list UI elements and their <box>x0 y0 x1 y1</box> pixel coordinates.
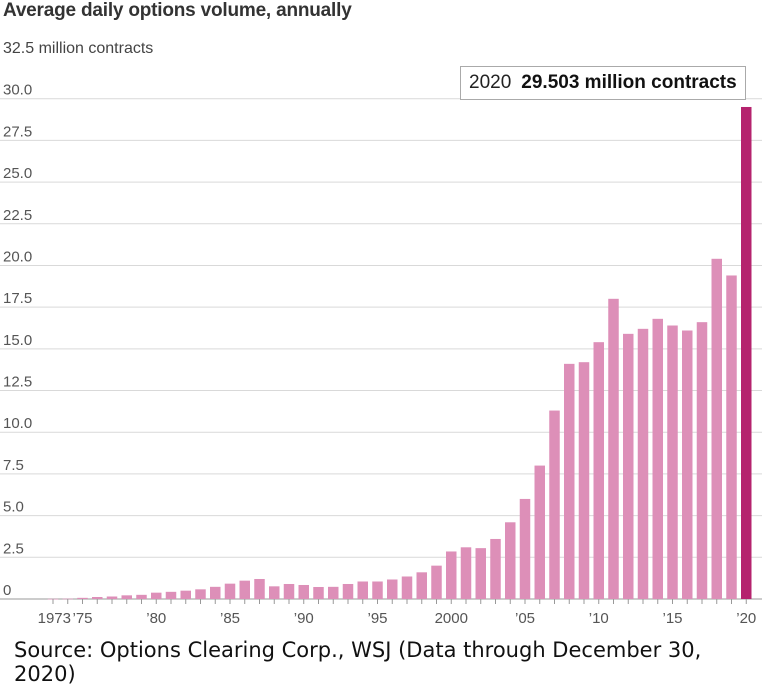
bar-2004 <box>505 522 516 599</box>
y-tick-label: 15.0 <box>3 332 32 349</box>
bar-1974 <box>62 598 73 600</box>
bar-2014 <box>652 318 663 599</box>
bar-1990 <box>298 584 309 599</box>
y-tick-label: 20.0 <box>3 248 32 265</box>
gridlines: 0 2.5 5.0 7.5 10.0 12.5 15.0 17.5 20.0 22.5 25.0 27… <box>0 82 762 600</box>
bar-2003 <box>490 538 501 599</box>
y-tick-label: 30.0 <box>3 82 32 99</box>
y-tick-label: 17.5 <box>3 290 32 307</box>
x-tick-label: ’10 <box>589 610 609 627</box>
y-tick-label: 25.0 <box>3 165 32 182</box>
bar-2006 <box>534 465 545 599</box>
x-tick-label: ’80 <box>146 610 166 627</box>
bar-1998 <box>416 572 427 599</box>
bar-1984 <box>210 586 221 599</box>
y-tick-label: 5.0 <box>3 499 24 516</box>
bar-2020 <box>741 106 752 599</box>
bar-1997 <box>401 576 413 599</box>
x-tick-label: ’75 <box>72 610 92 627</box>
y-tick-label: 0 <box>3 582 11 599</box>
bar-2013 <box>637 328 649 599</box>
bar-1976 <box>92 596 103 599</box>
y-tick-label: 7.5 <box>3 457 24 474</box>
bar-1986 <box>239 580 250 599</box>
bar-1991 <box>313 586 324 599</box>
bar-2007 <box>549 410 560 599</box>
bar-1987 <box>254 578 265 599</box>
x-tick-label: 2000 <box>435 610 468 627</box>
bar-1993 <box>342 583 354 599</box>
y-tick-label: 27.5 <box>3 123 32 140</box>
bar-1977 <box>106 596 118 599</box>
bars <box>47 106 752 600</box>
bar-2018 <box>711 258 722 599</box>
bar-2016 <box>682 330 693 599</box>
x-tick-label: ’90 <box>294 610 314 627</box>
y-tick-label: 2.5 <box>3 540 24 557</box>
bar-2015 <box>667 325 678 599</box>
callout-year: 2020 <box>469 72 512 93</box>
bar-2002 <box>475 548 486 599</box>
bar-2008 <box>564 363 575 599</box>
bar-1985 <box>224 583 236 599</box>
bar-1979 <box>136 594 147 599</box>
bar-1981 <box>165 591 177 599</box>
bar-2005 <box>519 498 531 599</box>
bar-2009 <box>578 362 590 599</box>
x-tick-label: ’20 <box>736 610 756 627</box>
x-tick-label: ’05 <box>515 610 535 627</box>
x-tick-label: ’85 <box>220 610 240 627</box>
bar-2001 <box>460 547 472 599</box>
bar-2019 <box>726 275 737 599</box>
y-tick-label: 12.5 <box>3 374 32 391</box>
bar-1975 <box>77 597 88 599</box>
bar-1999 <box>431 565 442 599</box>
bar-2010 <box>593 342 604 599</box>
callout-value: 29.503 million contracts <box>521 72 737 93</box>
x-axis: 1973’75 ’80 ’85 ’90 ’95 2000 ’05 ’10 ’15 ’20 <box>38 599 756 627</box>
bar-2017 <box>696 322 708 599</box>
bar-1989 <box>283 583 295 599</box>
y-tick-label: 10.0 <box>3 415 32 432</box>
bar-1992 <box>328 586 339 599</box>
bar-1978 <box>121 595 132 599</box>
bar-1988 <box>269 586 280 599</box>
highlight-callout: 2020 29.503 million contracts <box>460 66 746 100</box>
bar-2000 <box>446 551 457 599</box>
bar-2012 <box>623 333 634 599</box>
bar-1995 <box>372 581 383 599</box>
bar-chart: 0 2.5 5.0 7.5 10.0 12.5 15.0 17.5 20.0 22.5 25.0 27… <box>0 82 762 627</box>
bar-1982 <box>180 590 191 599</box>
bar-1983 <box>195 589 206 599</box>
x-tick-label: ’15 <box>662 610 682 627</box>
bar-2011 <box>608 298 619 599</box>
bar-1996 <box>387 579 398 599</box>
x-tick-label: ’95 <box>367 610 387 627</box>
y-axis-unit-label: 32.5 million contracts <box>3 40 154 57</box>
chart-title: Average daily options volume, annually <box>3 0 352 21</box>
bar-1994 <box>357 581 368 599</box>
source-note: Source: Options Clearing Corp., WSJ (Dat… <box>14 638 702 686</box>
y-tick-label: 22.5 <box>3 207 32 224</box>
bar-1980 <box>151 592 162 599</box>
x-tick-label: 1973 <box>38 610 71 627</box>
